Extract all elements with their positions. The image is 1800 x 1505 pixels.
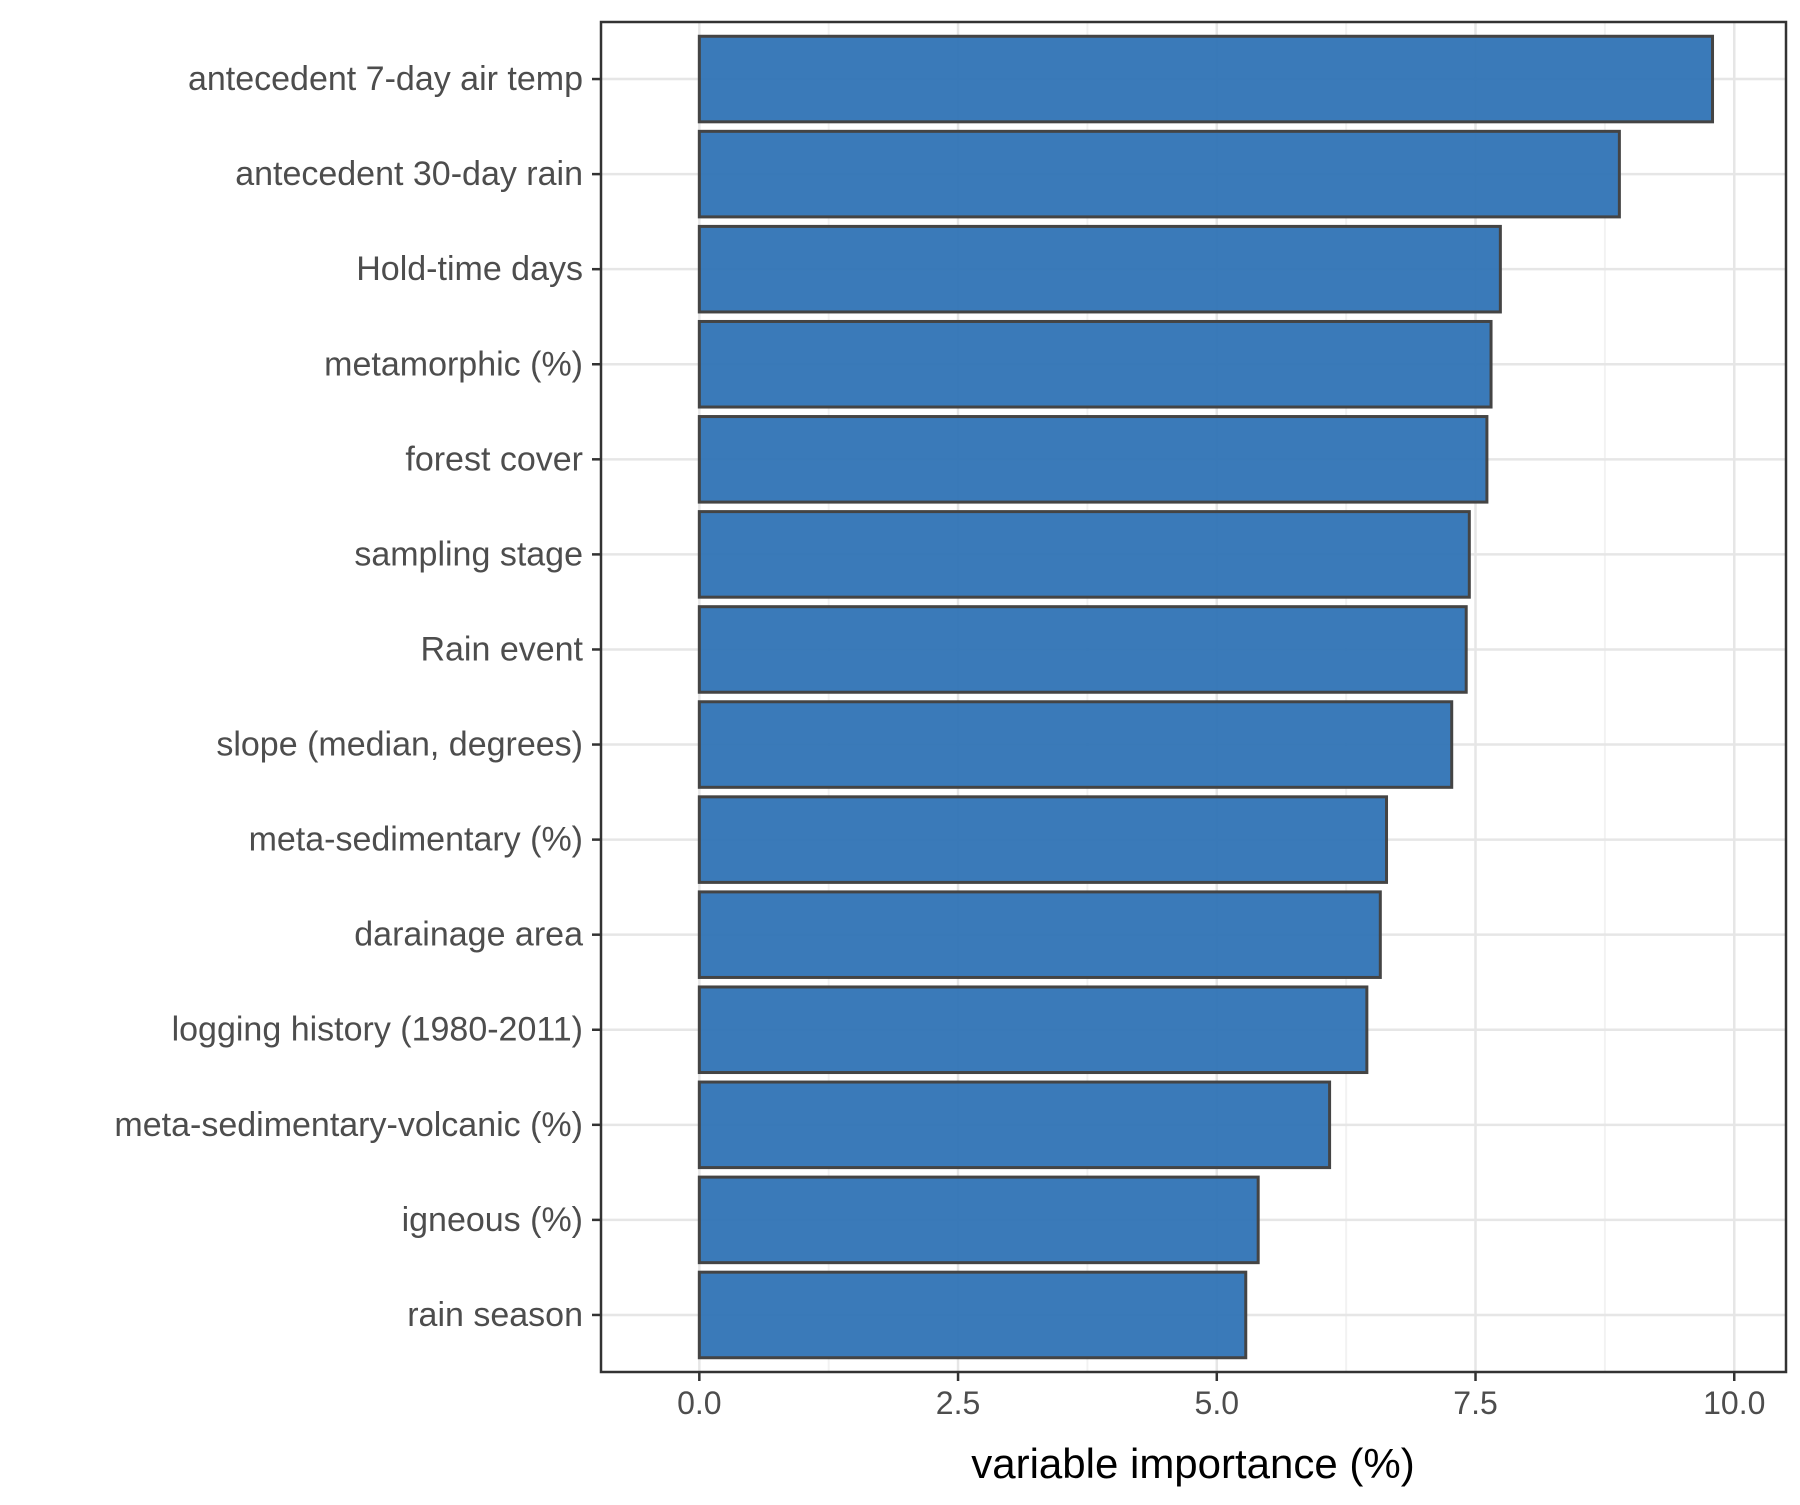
x-tick-label: 5.0 — [1195, 1385, 1239, 1421]
y-tick-label: Rain event — [420, 630, 583, 668]
x-axis-title: variable importance (%) — [971, 1440, 1415, 1487]
y-tick-label: Hold-time days — [356, 250, 583, 288]
bar — [697, 605, 1468, 694]
panel-border — [599, 20, 1788, 1374]
y-tick-label: meta-sedimentary (%) — [249, 821, 583, 859]
x-tick-label: 10.0 — [1703, 1385, 1765, 1421]
y-tick-label: darainage area — [354, 916, 583, 954]
bar — [697, 1175, 1260, 1265]
y-axis: antecedent 7-day air temp antecedent 30-d… — [114, 60, 601, 1334]
bar — [697, 510, 1471, 599]
x-tick-label: 2.5 — [936, 1385, 980, 1421]
bar — [697, 1080, 1332, 1170]
bars — [697, 34, 1715, 1360]
bar — [697, 890, 1382, 979]
bar — [697, 700, 1454, 789]
y-tick-label: igneous (%) — [402, 1201, 583, 1239]
y-tick-label: antecedent 30-day rain — [235, 155, 583, 193]
bar — [697, 985, 1369, 1075]
y-tick-label: logging history (1980-2011) — [172, 1011, 583, 1049]
bar — [697, 34, 1715, 124]
bar — [697, 129, 1621, 219]
bar — [697, 795, 1389, 884]
x-tick-label: 0.0 — [677, 1385, 721, 1421]
x-axis: 0.0 2.5 5.0 7.5 10.0 — [677, 1372, 1765, 1421]
x-tick-label: 7.5 — [1453, 1385, 1497, 1421]
gridlines — [601, 22, 1786, 1372]
bar — [697, 415, 1489, 504]
y-tick-label: metamorphic (%) — [324, 345, 583, 383]
y-tick-label: antecedent 7-day air temp — [188, 60, 583, 98]
y-tick-label: meta-sedimentary-volcanic (%) — [114, 1106, 583, 1144]
bar — [697, 1270, 1248, 1360]
y-tick-label: slope (median, degrees) — [216, 726, 583, 764]
y-tick-label: sampling stage — [354, 535, 583, 573]
bar — [697, 224, 1502, 314]
y-tick-label: forest cover — [405, 440, 583, 478]
bar — [697, 319, 1493, 409]
y-tick-label: rain season — [407, 1296, 583, 1334]
